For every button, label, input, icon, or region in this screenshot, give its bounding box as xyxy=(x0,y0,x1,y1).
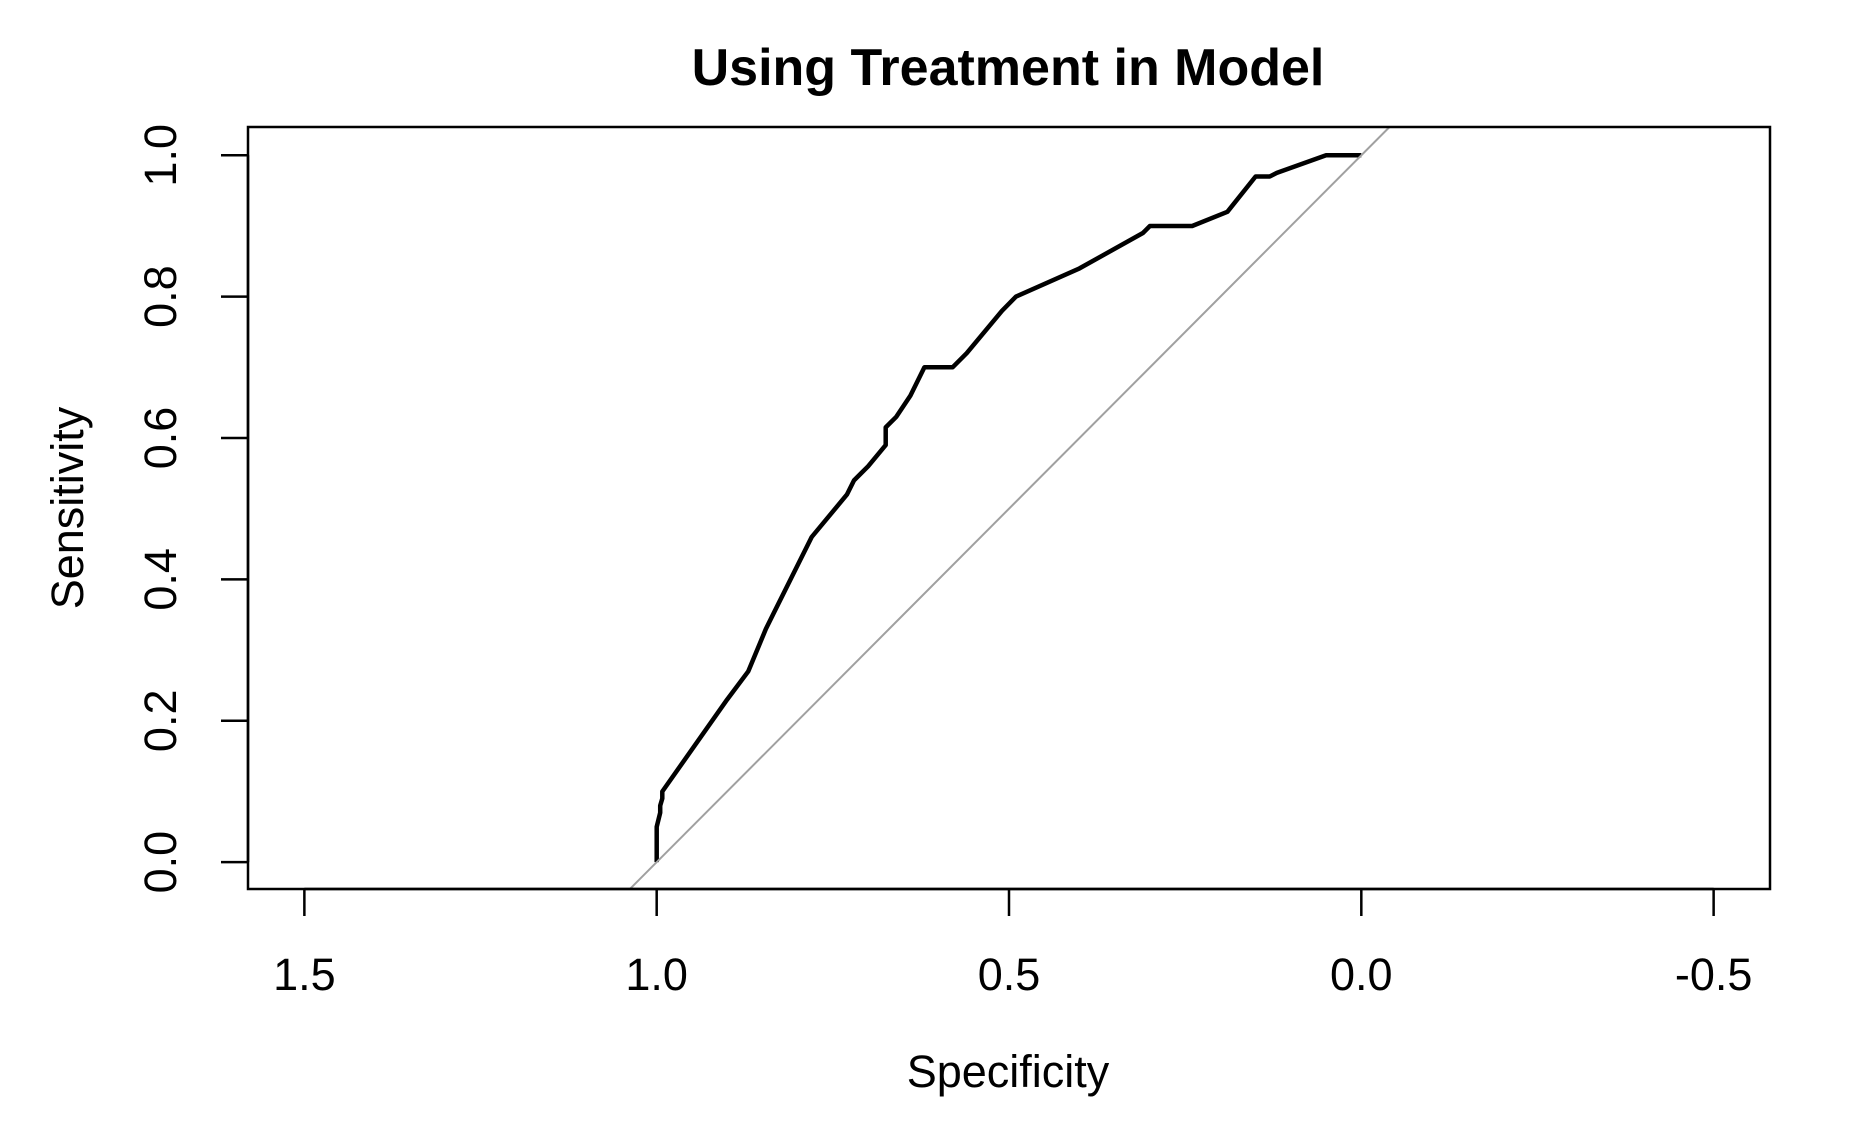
y-tick-label: 0.6 xyxy=(135,407,186,470)
x-tick-label: 0.0 xyxy=(1330,949,1393,1000)
x-axis: 1.5 1.0 0.5 0.0 -0.5 xyxy=(273,887,1753,1000)
y-tick-label: 1.0 xyxy=(135,124,186,187)
x-axis-label: Specificity xyxy=(907,1046,1110,1097)
roc-curve-line xyxy=(654,153,1362,863)
series-layer xyxy=(628,127,1391,889)
y-tick-label: 0.4 xyxy=(135,548,186,611)
x-tick-label: 0.5 xyxy=(978,949,1041,1000)
x-tick-label: 1.5 xyxy=(273,949,336,1000)
y-tick-label: 0.8 xyxy=(135,265,186,328)
reference-diagonal-line xyxy=(628,127,1391,889)
y-axis-label: Sensitivity xyxy=(42,406,93,609)
y-tick-label: 0.0 xyxy=(135,831,186,894)
x-tick-label: 1.0 xyxy=(625,949,688,1000)
x-tick-label: -0.5 xyxy=(1675,949,1753,1000)
y-axis: 0.0 0.2 0.4 0.6 0.8 1.0 xyxy=(135,124,250,894)
chart-title: Using Treatment in Model xyxy=(692,39,1325,97)
y-tick-label: 0.2 xyxy=(135,690,186,753)
